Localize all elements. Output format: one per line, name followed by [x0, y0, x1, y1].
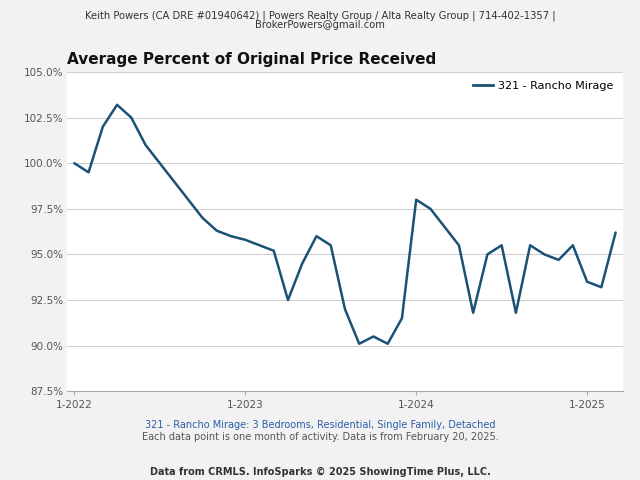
Text: BrokerPowers@gmail.com: BrokerPowers@gmail.com	[255, 20, 385, 30]
Legend: 321 - Rancho Mirage: 321 - Rancho Mirage	[470, 78, 617, 94]
Text: Average Percent of Original Price Received: Average Percent of Original Price Receiv…	[67, 52, 436, 67]
Text: Data from CRMLS. InfoSparks © 2025 ShowingTime Plus, LLC.: Data from CRMLS. InfoSparks © 2025 Showi…	[150, 467, 490, 477]
Text: 321 - Rancho Mirage: 3 Bedrooms, Residential, Single Family, Detached: 321 - Rancho Mirage: 3 Bedrooms, Residen…	[145, 420, 495, 430]
Text: Keith Powers (CA DRE #01940642) | Powers Realty Group / Alta Realty Group | 714-: Keith Powers (CA DRE #01940642) | Powers…	[84, 11, 556, 21]
Text: Each data point is one month of activity. Data is from February 20, 2025.: Each data point is one month of activity…	[141, 432, 499, 442]
